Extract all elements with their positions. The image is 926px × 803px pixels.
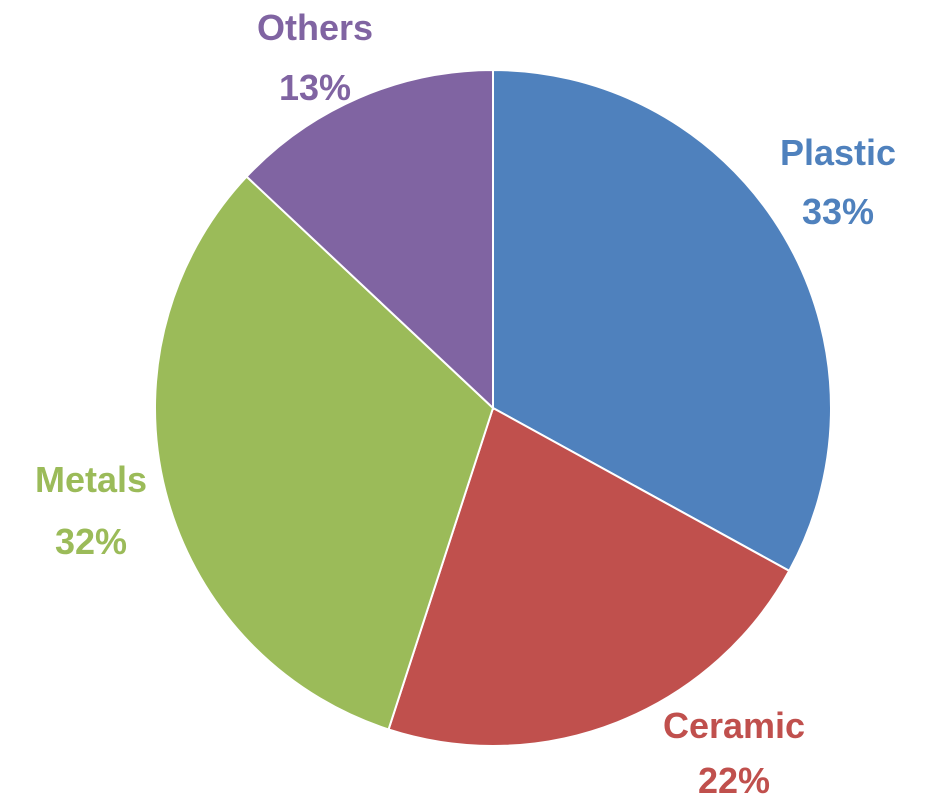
pie-slice-metals bbox=[154, 175, 495, 731]
pie-slice-ceramic bbox=[387, 406, 791, 748]
slice-percent-others: 13% bbox=[279, 67, 351, 108]
pie-slices bbox=[154, 68, 832, 748]
slice-labels: Plastic 33% Ceramic 22% Metals 32% Others 13% bbox=[35, 7, 896, 801]
slice-percent-ceramic: 22% bbox=[698, 760, 770, 801]
slice-label-plastic: Plastic bbox=[780, 132, 896, 173]
slice-label-others: Others bbox=[257, 7, 373, 48]
slice-label-metals: Metals bbox=[35, 459, 147, 500]
pie-slice-plastic bbox=[492, 68, 832, 573]
slice-percent-plastic: 33% bbox=[802, 191, 874, 232]
pie-slice-others bbox=[245, 68, 494, 411]
slice-percent-metals: 32% bbox=[55, 521, 127, 562]
slice-label-ceramic: Ceramic bbox=[663, 705, 805, 746]
